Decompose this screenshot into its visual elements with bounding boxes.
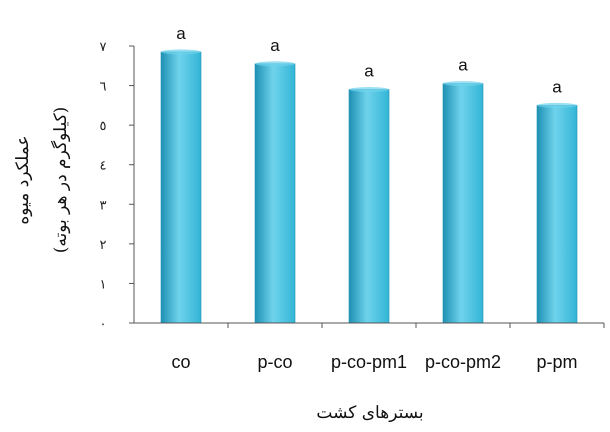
y-tick-label: ٠ [100,317,107,332]
y-tick-label: ٧ [100,40,107,55]
data-label: a [270,36,280,55]
x-category-label: p-pm [536,352,577,372]
y-tick-label: ٢ [100,238,107,253]
axes [133,46,604,324]
x-category-label: p-co-pm2 [425,352,501,372]
y-tick-label: ٤ [100,159,107,174]
data-label: a [364,62,374,81]
data-label: a [458,56,468,75]
x-axis-categories: co p-co p-co-pm1 p-co-pm2 p-pm [171,323,605,372]
y-tick-label: ٣ [100,198,107,213]
y-tick-label: ٥ [100,119,107,134]
x-category-label: p-co-pm1 [331,352,407,372]
y-axis-title: عملکرد میوه (کیلوگرم در هر بوته) [13,107,71,254]
bar-top [349,87,389,93]
y-axis-title-line1: عملکرد میوه [13,135,33,224]
bar-p-co [254,63,296,324]
bar-top [161,49,201,55]
data-label: a [552,77,562,96]
y-tick-label: ٦ [100,80,107,95]
y-axis-ticks: ٠ ١ ٢ ٣ ٤ ٥ ٦ ٧ [100,40,134,332]
bar-top [537,102,577,108]
x-category-label: co [171,352,190,372]
bar-co [160,51,202,324]
bar-top [255,61,295,67]
data-label: a [176,24,186,43]
bar-p-co-pm1 [348,89,390,324]
y-tick-label: ١ [100,277,107,292]
bars: a a a a a [160,24,578,324]
x-category-label: p-co [257,352,292,372]
y-axis-title-line2: (کیلوگرم در هر بوته) [50,107,71,254]
x-axis-title: بسترهای کشت [316,403,423,423]
bar-p-pm [536,105,578,324]
bar-p-co-pm2 [442,83,484,324]
bar-top [443,81,483,87]
